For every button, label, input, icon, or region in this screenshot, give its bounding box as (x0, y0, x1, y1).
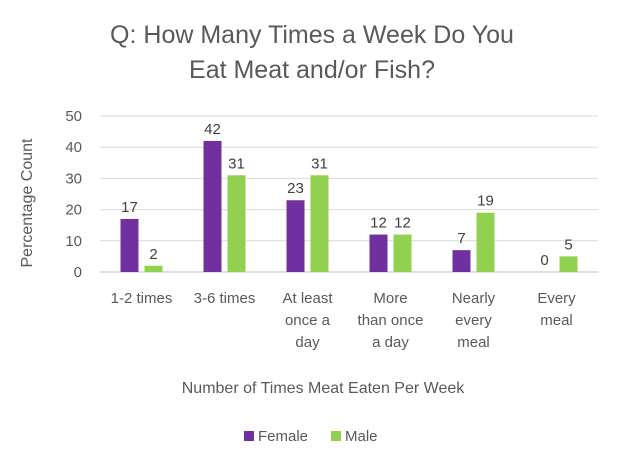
data-label-male-3: 12 (394, 215, 411, 232)
x-category-label: once a (285, 312, 331, 329)
data-label-female-2: 23 (287, 180, 304, 197)
bar-male-2 (310, 175, 329, 272)
bar-female-4 (452, 250, 471, 272)
bar-male-5 (559, 256, 578, 272)
bar-male-1 (227, 175, 246, 272)
data-label-female-4: 7 (457, 230, 465, 247)
data-labels: 17 42 23 12 7 0 2 31 31 12 19 5 (121, 121, 573, 269)
y-tick-label: 0 (74, 264, 82, 281)
bar-female-2 (286, 200, 305, 272)
x-category-label: 1-2 times (111, 290, 173, 307)
x-category-label: At least (282, 290, 333, 307)
data-label-male-2: 31 (311, 155, 328, 172)
bar-male-4 (476, 212, 495, 272)
bar-male-3 (393, 234, 412, 272)
gridlines (100, 115, 598, 273)
x-category-label: 3-6 times (194, 290, 256, 307)
data-label-female-5: 0 (540, 252, 548, 269)
legend-swatch-male (331, 431, 341, 441)
x-category-label: More (373, 290, 407, 307)
legend-label-female: Female (258, 428, 308, 445)
bars (120, 140, 578, 272)
x-category-label: Every (537, 290, 576, 307)
data-label-male-4: 19 (477, 193, 494, 210)
x-category-label: meal (457, 334, 490, 351)
legend-label-male: Male (345, 428, 378, 445)
x-category-label: Nearly (452, 290, 496, 307)
data-label-male-1: 31 (228, 155, 245, 172)
x-axis-categories: 1-2 times 3-6 times At least once a day More t… (111, 290, 577, 351)
chart-title-line-2: Eat Meat and/or Fish? (189, 56, 435, 84)
bar-female-1 (203, 140, 222, 272)
data-label-female-3: 12 (370, 215, 387, 232)
chart-title-line-1: Q: How Many Times a Week Do You (110, 21, 514, 49)
x-category-label: meal (540, 312, 573, 329)
bar-female-0 (120, 218, 139, 272)
data-label-female-1: 42 (204, 121, 221, 138)
y-axis-ticks: 0 10 20 30 40 50 (65, 108, 82, 281)
x-category-label: day (295, 334, 320, 351)
x-category-label: a day (372, 334, 409, 351)
legend: Female Male (244, 428, 378, 445)
x-category-label: than once (358, 312, 424, 329)
y-tick-label: 40 (65, 139, 82, 156)
data-label-male-5: 5 (564, 236, 572, 253)
bar-female-3 (369, 234, 388, 272)
bar-male-0 (144, 265, 163, 272)
x-axis-title: Number of Times Meat Eaten Per Week (182, 380, 465, 397)
y-tick-label: 10 (65, 233, 82, 250)
y-axis-title: Percentage Count (19, 138, 36, 268)
data-label-male-0: 2 (149, 246, 157, 263)
x-category-label: every (455, 312, 492, 329)
y-tick-label: 50 (65, 108, 82, 125)
chart-title: Q: How Many Times a Week Do You Eat Meat … (110, 21, 514, 84)
data-label-female-0: 17 (121, 199, 138, 216)
legend-swatch-female (244, 431, 254, 441)
y-tick-label: 20 (65, 202, 82, 219)
y-tick-label: 30 (65, 170, 82, 187)
